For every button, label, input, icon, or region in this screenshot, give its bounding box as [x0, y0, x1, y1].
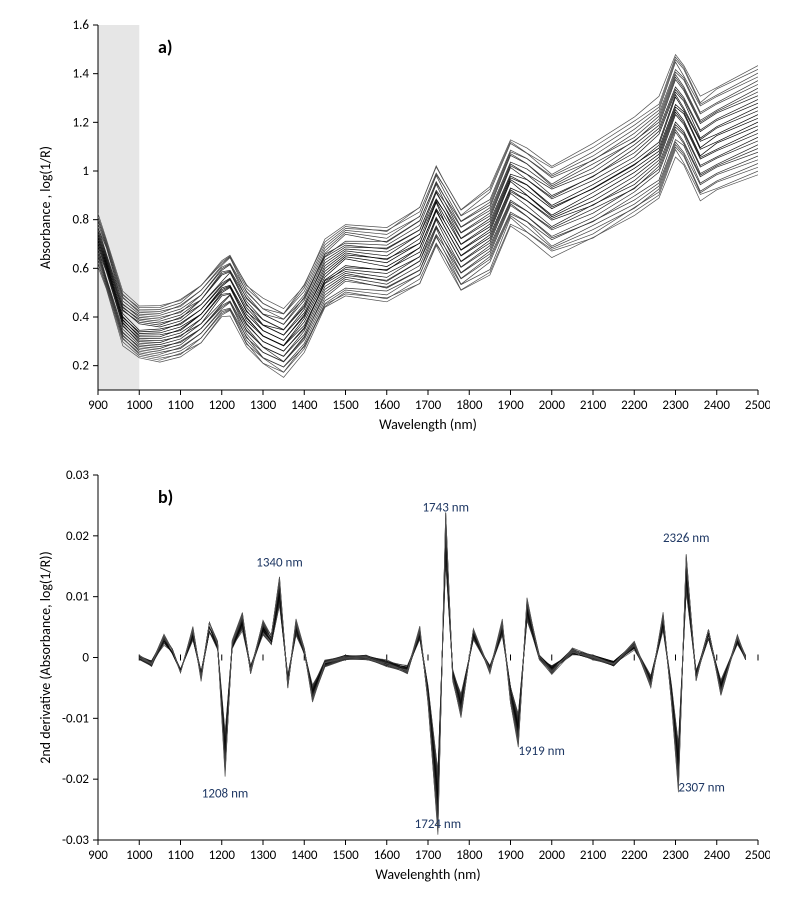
x-tick-label: 2400 [704, 848, 731, 863]
peak-annotation: 1340 nm [256, 555, 303, 570]
x-tick-label: 2000 [539, 848, 566, 863]
x-tick-label: 1600 [374, 398, 401, 413]
y-tick-label: 0.01 [66, 590, 89, 605]
figure: 900 1000 1100 1200 1300 1400 1500 1600 1700 1800 1… [0, 0, 787, 907]
peak-annotation: 2307 nm [678, 780, 725, 795]
x-tick-label: 1700 [415, 398, 442, 413]
x-tick-label: 1600 [374, 848, 401, 863]
y-tick-label: -0.03 [62, 833, 89, 848]
x-tick-label: 2000 [539, 398, 566, 413]
spectrum-line [98, 115, 758, 351]
peak-annotation: 2326 nm [663, 531, 710, 546]
y-tick-label: 0.2 [73, 359, 90, 374]
x-tick-label: 1000 [126, 398, 153, 413]
spectrum-line [98, 157, 758, 377]
panel-a-svg: 900 1000 1100 1200 1300 1400 1500 1600 1700 1800 1… [30, 15, 770, 445]
x-tick-label: 1800 [456, 398, 483, 413]
x-tick-label: 1200 [209, 848, 236, 863]
panel-b: 900 1000 1100 1200 1300 1400 1500 1600 1700 1800 1… [30, 465, 770, 895]
x-tick-label: 1900 [497, 848, 524, 863]
x-tick-label: 1500 [332, 398, 359, 413]
x-tick-label: 1400 [291, 848, 318, 863]
x-axis-title: Wavelength (nm) [379, 416, 477, 433]
x-tick-label: 2500 [745, 848, 770, 863]
x-axis-title: Wavelenghth (nm) [375, 866, 480, 883]
y-tick-label: -0.02 [62, 772, 89, 787]
x-tick-label: 900 [88, 848, 108, 863]
panel-label: a) [158, 36, 173, 58]
x-tick-label: 900 [88, 398, 108, 413]
series-group [98, 55, 758, 378]
x-tick-label: 1900 [497, 398, 524, 413]
x-tick-label: 1100 [167, 398, 194, 413]
x-tick-label: 1300 [250, 398, 277, 413]
y-tick-label: 0.02 [66, 529, 89, 544]
spectrum-line [98, 107, 758, 345]
x-tick-label: 1300 [250, 848, 277, 863]
x-tick-label: 2500 [745, 398, 770, 413]
x-tick-label: 1000 [126, 848, 153, 863]
y-tick-label: 0 [82, 651, 89, 666]
y-tick-label: 0.8 [73, 213, 90, 228]
y-tick-label: 0.4 [73, 310, 90, 325]
panel-a: 900 1000 1100 1200 1300 1400 1500 1600 1700 1800 1… [30, 15, 770, 445]
x-tick-label: 1800 [456, 848, 483, 863]
spectrum-line [98, 142, 758, 367]
y-tick-label: 1.2 [73, 115, 90, 130]
x-tick-label: 2400 [704, 398, 731, 413]
x-tick-label: 2100 [580, 848, 607, 863]
panel-b-svg: 900 1000 1100 1200 1300 1400 1500 1600 1700 1800 1… [30, 465, 770, 895]
x-tick-label: 1400 [291, 398, 318, 413]
spectrum-line [98, 55, 758, 309]
y-tick-label: 0.03 [66, 468, 89, 483]
x-tick-label: 2200 [621, 848, 648, 863]
spectrum-line [98, 140, 758, 362]
peak-annotation: 1208 nm [202, 786, 249, 801]
x-tick-label: 2100 [580, 398, 607, 413]
x-tick-label: 1100 [167, 848, 194, 863]
x-tick-label: 2200 [621, 398, 648, 413]
peak-annotation: 1743 nm [422, 501, 469, 516]
shaded-band [98, 25, 139, 390]
panel-label: b) [158, 486, 173, 508]
y-tick-label: 0.6 [73, 261, 90, 276]
y-tick-label: 1.4 [73, 67, 90, 82]
x-tick-label: 1700 [415, 848, 442, 863]
y-tick-label: -0.01 [62, 711, 89, 726]
x-tick-label: 1200 [209, 398, 236, 413]
x-tick-label: 2300 [662, 398, 689, 413]
y-tick-label: 1 [82, 164, 89, 179]
y-axis-title: 2nd derivative (Absorbance, log(1/R)) [37, 551, 54, 764]
peak-annotation: 1919 nm [518, 744, 565, 759]
spectrum-line [98, 147, 758, 372]
y-axis-title: Absorbance , log(1/R) [37, 146, 54, 269]
spectrum-line [98, 75, 758, 325]
x-tick-label: 1500 [332, 848, 359, 863]
peak-annotation: 1724 nm [415, 817, 462, 832]
x-tick-label: 2300 [662, 848, 689, 863]
y-tick-label: 1.6 [73, 18, 90, 33]
